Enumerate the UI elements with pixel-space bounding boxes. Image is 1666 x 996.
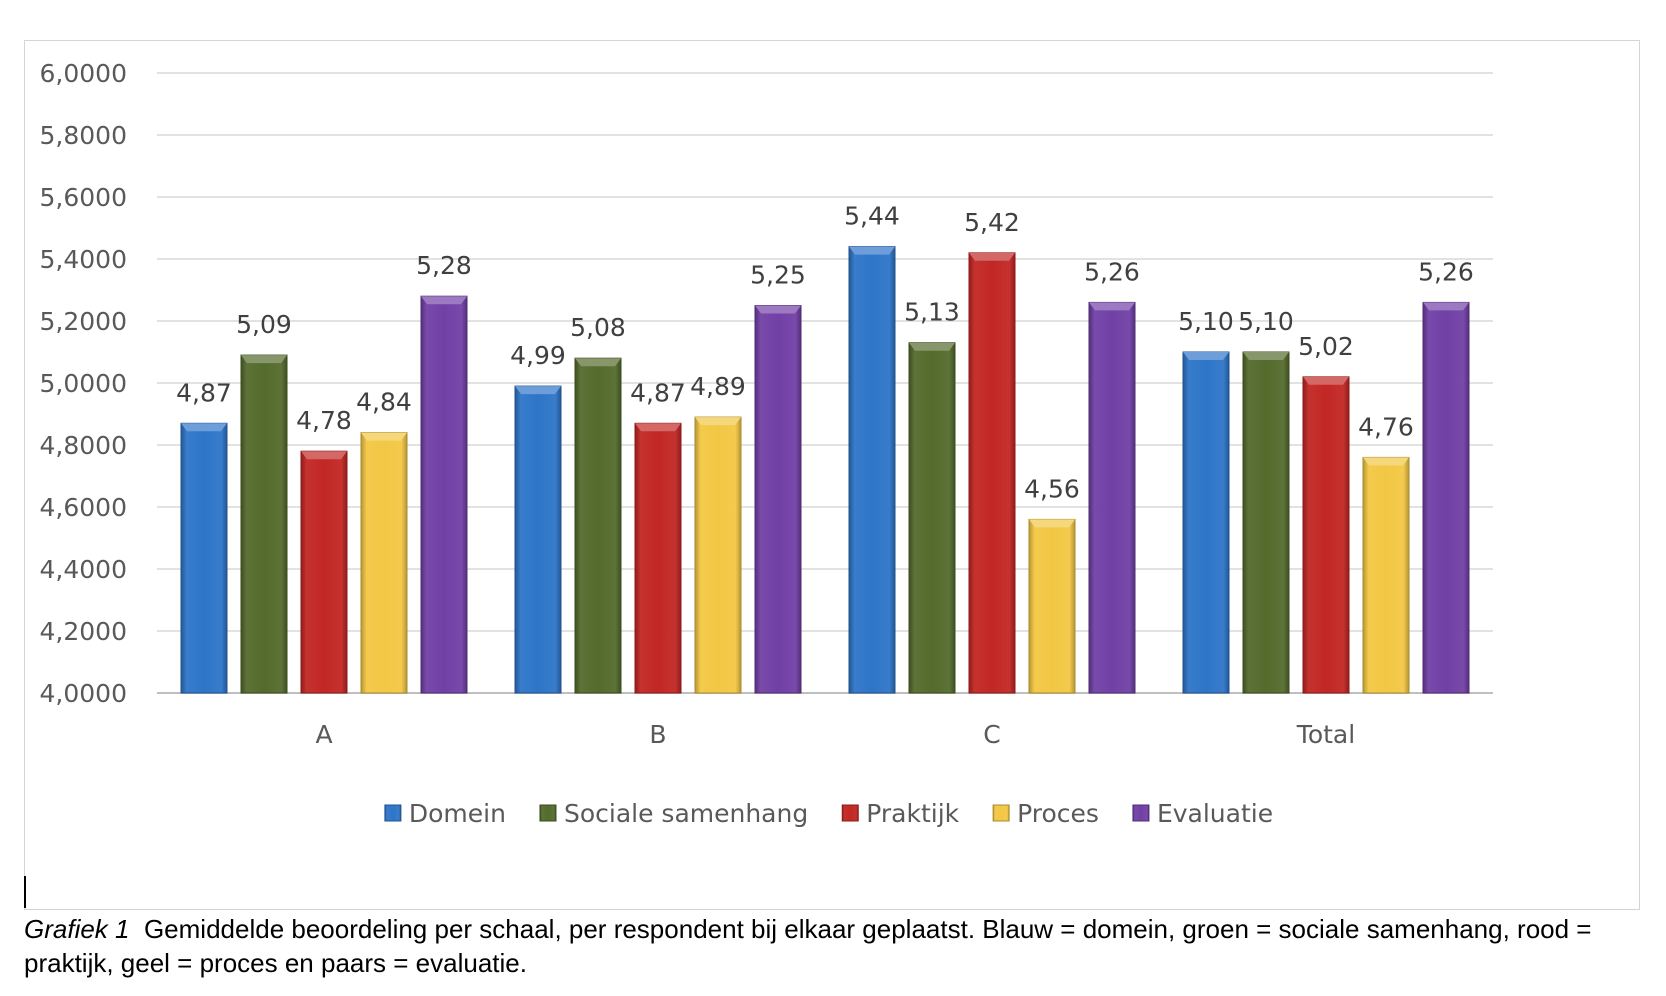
- bar: [694, 416, 742, 694]
- legend-swatch: [539, 804, 557, 822]
- data-label: 4,84: [356, 388, 412, 417]
- bar-bevel: [909, 342, 955, 351]
- data-label: 5,10: [1178, 307, 1234, 336]
- bar-bevel: [421, 296, 467, 305]
- bar-bevel: [181, 423, 227, 432]
- bar: [1302, 376, 1350, 694]
- data-label: 4,78: [296, 406, 352, 435]
- data-label: 5,26: [1418, 257, 1474, 286]
- bar: [634, 422, 682, 694]
- bar-bevel: [1029, 519, 1075, 528]
- x-category-label: Total: [1296, 720, 1355, 749]
- legend-label: Domein: [409, 799, 506, 828]
- bar-bevel: [755, 305, 801, 314]
- legend-label: Proces: [1017, 799, 1099, 828]
- bar: [968, 252, 1016, 694]
- data-label: 5,25: [750, 261, 806, 290]
- data-label: 4,87: [630, 378, 686, 407]
- data-label: 5,13: [904, 298, 960, 327]
- bar-bevel: [1183, 352, 1229, 360]
- legend-swatch: [1132, 804, 1150, 822]
- legend-swatch: [841, 804, 859, 822]
- bar: [180, 422, 228, 694]
- bar: [848, 246, 896, 694]
- bar: [1028, 518, 1076, 694]
- data-label: 5,26: [1084, 257, 1140, 286]
- bar-bevel: [241, 355, 287, 364]
- y-tick-label: 4,6000: [40, 493, 127, 522]
- y-tick-label: 4,2000: [40, 617, 127, 646]
- y-tick-label: 5,6000: [40, 183, 127, 212]
- y-tick-label: 4,0000: [40, 679, 127, 708]
- bar-bevel: [1423, 302, 1469, 311]
- legend-label: Sociale samenhang: [564, 799, 808, 828]
- bar-bevel: [1363, 457, 1409, 466]
- y-tick-label: 4,8000: [40, 431, 127, 460]
- bar: [514, 385, 562, 694]
- data-label: 5,09: [236, 310, 292, 339]
- data-label: 4,99: [510, 341, 566, 370]
- legend-label: Praktijk: [866, 799, 959, 828]
- data-label: 5,02: [1298, 332, 1354, 361]
- bar: [1362, 456, 1410, 694]
- bar-bevel: [1243, 352, 1289, 360]
- y-tick-label: 4,4000: [40, 555, 127, 584]
- x-category-label: A: [315, 720, 332, 749]
- bar: [908, 342, 956, 694]
- y-tick-label: 5,8000: [40, 121, 127, 150]
- y-tick-label: 5,0000: [40, 369, 127, 398]
- bar-bevel: [635, 423, 681, 432]
- caption-label: Grafiek 1: [24, 914, 130, 944]
- bar-chart: 4,0000 4,2000 4,4000 4,6000 4,8000 5,0000 5,20…: [40, 59, 1493, 828]
- bar-bevel: [575, 358, 621, 367]
- data-label: 5,10: [1238, 307, 1294, 336]
- bar: [1088, 301, 1136, 694]
- data-label: 5,28: [416, 251, 472, 280]
- legend-label: Evaluatie: [1157, 799, 1273, 828]
- bar-bevel: [301, 451, 347, 460]
- bar-bevel: [361, 432, 407, 441]
- y-tick-label: 5,4000: [40, 245, 127, 274]
- bar: [1422, 301, 1470, 694]
- bar: [754, 305, 802, 694]
- bar: [360, 432, 408, 694]
- y-tick-label: 5,2000: [40, 307, 127, 336]
- x-category-label: B: [649, 720, 666, 749]
- legend-swatch: [384, 804, 402, 822]
- bar: [300, 450, 348, 694]
- bar: [574, 357, 622, 694]
- bar-bevel: [969, 252, 1015, 261]
- bar: [240, 354, 288, 694]
- data-label: 5,42: [964, 208, 1020, 237]
- data-label: 5,08: [570, 313, 626, 342]
- data-label: 4,76: [1358, 412, 1414, 441]
- bar-bevel: [515, 386, 561, 395]
- data-label: 4,56: [1024, 474, 1080, 503]
- data-label: 4,87: [176, 378, 232, 407]
- data-label: 5,44: [844, 202, 900, 231]
- text-cursor: [24, 876, 26, 908]
- bar: [1182, 351, 1230, 694]
- data-label: 4,89: [690, 372, 746, 401]
- bar: [1242, 351, 1290, 694]
- figure-caption: Grafiek 1 Gemiddelde beoordeling per sch…: [24, 912, 1624, 980]
- legend-swatch: [992, 804, 1010, 822]
- bar: [420, 295, 468, 694]
- x-category-label: C: [983, 720, 1000, 749]
- chart-frame: 4,0000 4,2000 4,4000 4,6000 4,8000 5,0000 5,20…: [24, 40, 1640, 910]
- y-tick-label: 6,0000: [40, 59, 127, 88]
- caption-text: Gemiddelde beoordeling per schaal, per r…: [24, 914, 1592, 978]
- bar-bevel: [1089, 302, 1135, 311]
- bar-bevel: [1303, 376, 1349, 385]
- bar-bevel: [695, 417, 741, 426]
- bar-bevel: [849, 246, 895, 255]
